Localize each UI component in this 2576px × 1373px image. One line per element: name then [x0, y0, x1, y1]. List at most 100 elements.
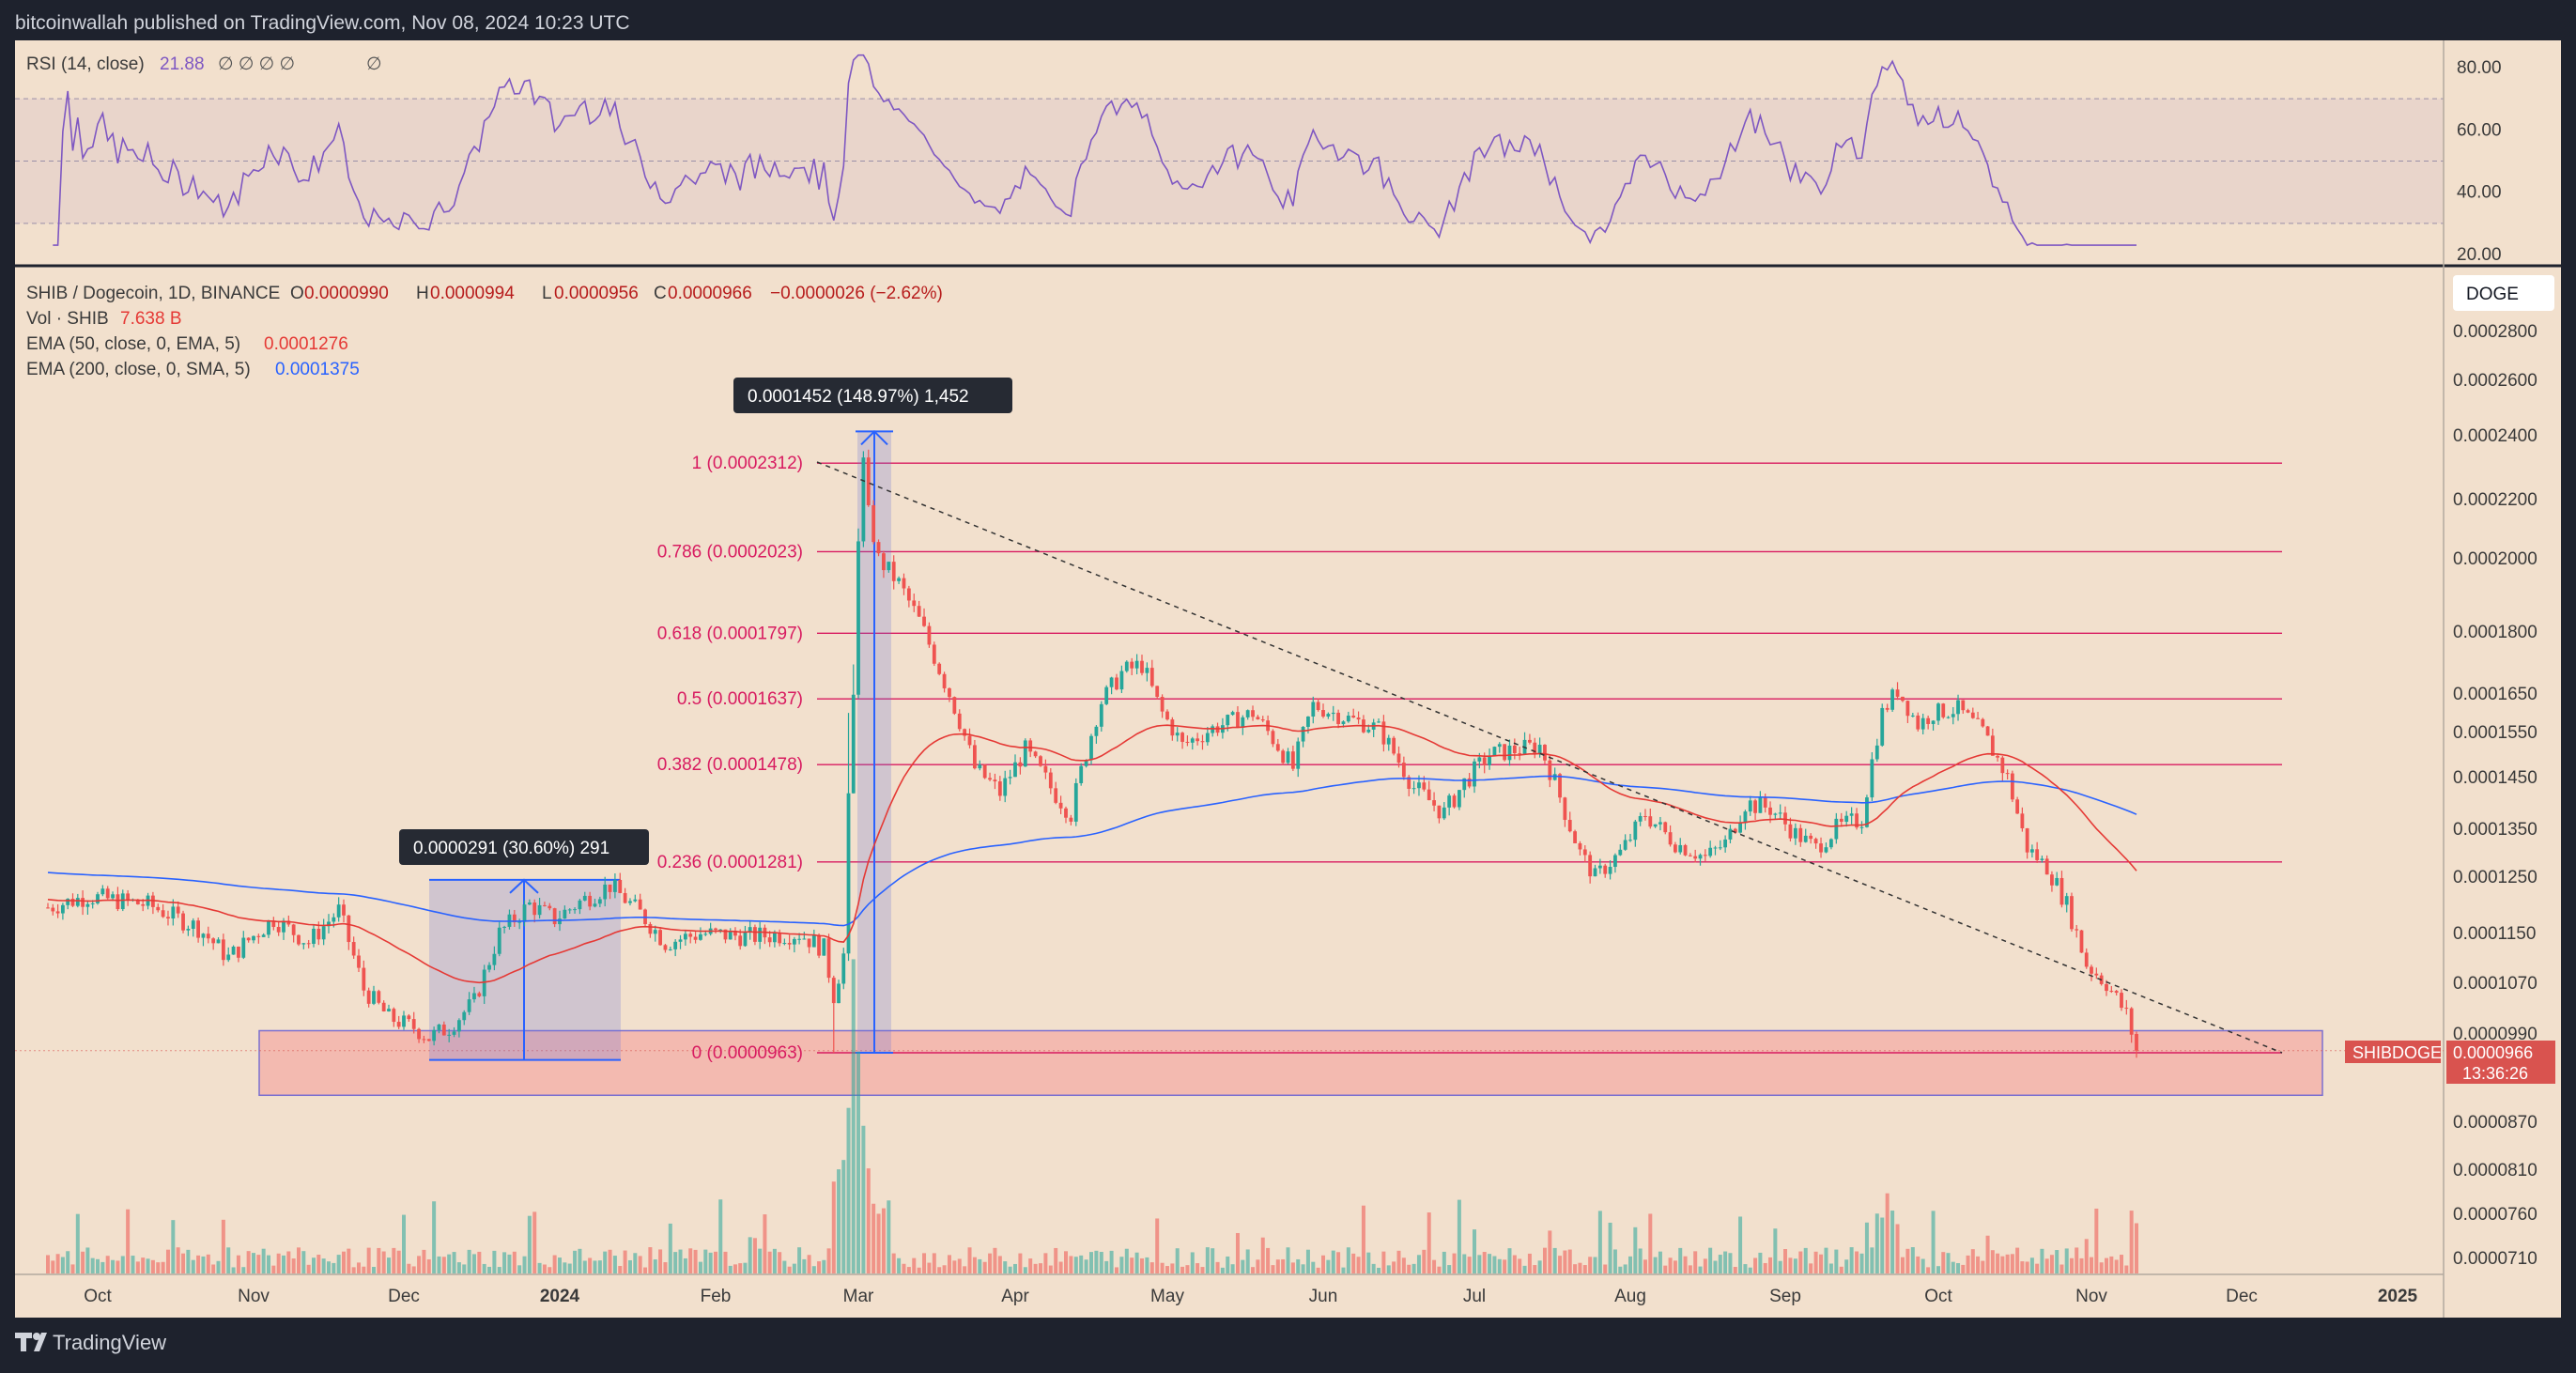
candle[interactable] [1407, 777, 1411, 789]
candle[interactable] [2084, 952, 2089, 967]
candle[interactable] [312, 928, 316, 944]
candle[interactable] [1377, 721, 1381, 723]
candle[interactable] [2064, 896, 2069, 905]
tradingview-logo-icon[interactable] [15, 1333, 47, 1351]
candle[interactable] [297, 934, 301, 945]
candle[interactable] [55, 911, 60, 914]
candle[interactable] [638, 899, 642, 910]
candle[interactable] [1966, 710, 1970, 713]
candle[interactable] [633, 899, 638, 902]
candle[interactable] [1663, 822, 1668, 833]
candle[interactable] [1226, 715, 1230, 726]
candle[interactable] [668, 949, 672, 950]
candle[interactable] [1563, 797, 1567, 821]
candle[interactable] [447, 1034, 452, 1036]
candle[interactable] [1236, 712, 1240, 728]
candle[interactable] [2005, 773, 2010, 775]
candle[interactable] [1603, 865, 1608, 874]
candle[interactable] [487, 964, 491, 970]
candle[interactable] [2000, 757, 2005, 774]
candle[interactable] [377, 991, 381, 1003]
candle[interactable] [362, 967, 366, 991]
candle[interactable] [1895, 689, 1900, 697]
candle[interactable] [673, 941, 678, 949]
candle[interactable] [1628, 840, 1632, 841]
candle[interactable] [1713, 847, 1718, 849]
candle[interactable] [90, 902, 95, 904]
candle[interactable] [191, 920, 195, 929]
candle[interactable] [1316, 702, 1320, 711]
candle[interactable] [1205, 733, 1210, 743]
candle[interactable] [932, 644, 936, 664]
candle[interactable] [417, 1028, 421, 1040]
candle[interactable] [402, 1015, 406, 1027]
candle[interactable] [396, 1022, 401, 1027]
candle[interactable] [543, 904, 547, 906]
candle[interactable] [887, 562, 891, 571]
candle[interactable] [1512, 745, 1517, 754]
candle[interactable] [876, 542, 881, 554]
candle[interactable] [1849, 813, 1854, 816]
candle[interactable] [135, 899, 140, 904]
candle[interactable] [603, 884, 608, 900]
candle[interactable] [608, 884, 612, 892]
candle[interactable] [1130, 661, 1134, 669]
candle[interactable] [522, 904, 527, 922]
candle[interactable] [748, 927, 752, 933]
candle[interactable] [1306, 716, 1310, 727]
candle[interactable] [1260, 719, 1265, 721]
candle[interactable] [1793, 827, 1797, 839]
candle[interactable] [831, 978, 836, 1004]
candle[interactable] [206, 933, 210, 939]
candle[interactable] [231, 947, 236, 955]
candle[interactable] [1200, 741, 1205, 743]
candle[interactable] [1064, 808, 1068, 818]
candle[interactable] [1462, 778, 1467, 791]
candle[interactable] [1763, 796, 1767, 808]
candle[interactable] [1392, 737, 1396, 754]
candle[interactable] [96, 894, 100, 903]
candle[interactable] [332, 917, 336, 922]
candle[interactable] [1916, 715, 1920, 730]
candle[interactable] [1028, 740, 1033, 752]
candle[interactable] [567, 909, 572, 911]
candle[interactable] [2035, 849, 2040, 860]
candle[interactable] [1356, 717, 1361, 720]
candle[interactable] [1401, 763, 1406, 778]
candle[interactable] [1331, 712, 1335, 715]
candle[interactable] [1768, 807, 1772, 815]
candle[interactable] [1447, 795, 1452, 808]
candle[interactable] [1597, 865, 1602, 869]
candle[interactable] [537, 904, 542, 916]
candle[interactable] [2135, 1034, 2138, 1051]
candle[interactable] [1778, 812, 1782, 814]
candle[interactable] [1411, 788, 1416, 790]
candle[interactable] [1155, 686, 1160, 698]
candle[interactable] [917, 606, 921, 617]
candle[interactable] [151, 895, 155, 907]
candle[interactable] [1718, 847, 1722, 849]
candle[interactable] [366, 990, 371, 1004]
candle[interactable] [2059, 877, 2064, 905]
candle[interactable] [1422, 782, 1427, 790]
candle[interactable] [2129, 1008, 2134, 1035]
candle[interactable] [2079, 930, 2084, 953]
candle[interactable] [1970, 712, 1975, 718]
candle[interactable] [1458, 790, 1461, 808]
candle[interactable] [1865, 797, 1869, 827]
candle[interactable] [693, 936, 698, 940]
candle[interactable] [2114, 991, 2119, 994]
candle[interactable] [186, 928, 191, 931]
candle[interactable] [1145, 668, 1149, 673]
candle[interactable] [628, 901, 632, 903]
candle[interactable] [1941, 703, 1946, 717]
candle[interactable] [351, 942, 356, 956]
candle[interactable] [166, 917, 170, 919]
candle[interactable] [1773, 813, 1778, 815]
candle[interactable] [105, 888, 110, 899]
candle[interactable] [392, 1009, 396, 1023]
candle[interactable] [1819, 843, 1823, 853]
candle[interactable] [291, 924, 296, 935]
candle[interactable] [2025, 827, 2029, 853]
candle[interactable] [2075, 929, 2079, 931]
